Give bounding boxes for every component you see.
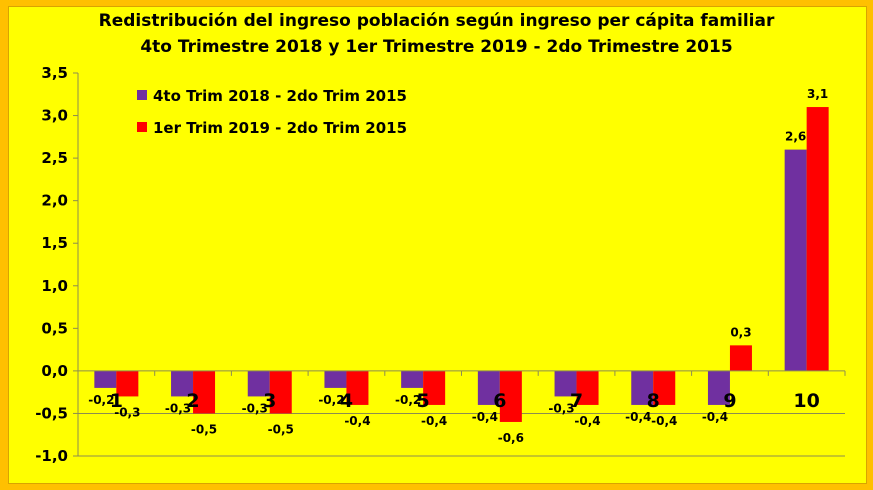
y-tick-label: 1,0 [41, 277, 68, 295]
data-label: -0,5 [268, 422, 294, 436]
data-label: 2,6 [785, 130, 806, 144]
category-label: 4 [340, 390, 353, 412]
data-label: -0,4 [472, 410, 498, 424]
y-tick-label: 3,5 [41, 64, 68, 82]
bar-series2-cat5 [423, 370, 446, 405]
bar-series2-cat7 [576, 370, 599, 405]
legend-swatch [137, 90, 147, 100]
chart-title: Redistribución del ingreso población seg… [0, 8, 873, 60]
bar-series1-cat4 [324, 370, 347, 388]
data-label: -0,2 [88, 393, 114, 407]
bar-series2-cat1 [116, 370, 139, 397]
data-label: -0,3 [114, 405, 140, 419]
category-label: 1 [110, 390, 123, 412]
data-label: -0,4 [344, 414, 370, 428]
bar-series2-cat9 [729, 345, 752, 371]
bar-series1-cat8 [631, 370, 654, 405]
data-label: -0,4 [574, 414, 600, 428]
category-label: 3 [263, 390, 276, 412]
bar-series2-cat10 [806, 107, 829, 371]
bar-series2-cat4 [346, 370, 369, 405]
data-label: -0,2 [395, 393, 421, 407]
legend-entry: 1er Trim 2019 - 2do Trim 2015 [153, 119, 407, 137]
y-tick-label: -1,0 [35, 447, 68, 465]
bar-series1-cat5 [401, 370, 424, 388]
data-label: -0,4 [421, 414, 447, 428]
data-label: 3,1 [807, 87, 828, 101]
data-label: -0,6 [498, 431, 524, 445]
category-label: 7 [570, 390, 583, 412]
y-tick-label: 3,0 [41, 107, 68, 125]
y-tick-label: 2,0 [41, 192, 68, 210]
category-label: 8 [647, 390, 660, 412]
data-label: -0,4 [625, 410, 651, 424]
bar-series2-cat2 [193, 370, 216, 414]
data-label: -0,2 [318, 393, 344, 407]
category-label: 2 [186, 390, 199, 412]
y-tick-label: 0,0 [41, 362, 68, 380]
y-tick-label: 2,5 [41, 149, 68, 167]
data-label: -0,4 [702, 410, 728, 424]
category-label: 6 [493, 390, 506, 412]
data-label: -0,3 [242, 401, 268, 415]
y-tick-label: -0,5 [35, 404, 68, 422]
bar-series1-cat2 [171, 370, 194, 397]
bar-series1-cat1 [94, 370, 117, 388]
y-tick-label: 0,5 [41, 319, 68, 337]
category-label: 10 [793, 390, 819, 412]
bar-series1-cat7 [554, 370, 577, 397]
data-label: -0,3 [548, 401, 574, 415]
y-tick-label: 1,5 [41, 234, 68, 252]
category-label: 9 [723, 390, 736, 412]
data-label: -0,5 [191, 422, 217, 436]
title-line-1: Redistribución del ingreso población seg… [98, 11, 775, 31]
legend-entry: 4to Trim 2018 - 2do Trim 2015 [153, 87, 407, 105]
legend-swatch [137, 122, 147, 132]
bar-series2-cat3 [269, 370, 292, 414]
bar-series1-cat9 [707, 370, 730, 405]
bar-series1-cat10 [784, 149, 807, 371]
data-label: -0,3 [165, 401, 191, 415]
bar-series2-cat6 [499, 370, 522, 422]
data-label: -0,4 [651, 414, 677, 428]
bar-series1-cat3 [247, 370, 270, 397]
title-line-2: 4to Trimestre 2018 y 1er Trimestre 2019 … [140, 37, 733, 57]
bar-series1-cat6 [477, 370, 500, 405]
data-label: 0,3 [730, 325, 751, 339]
category-label: 5 [417, 390, 430, 412]
bar-series2-cat8 [653, 370, 676, 405]
